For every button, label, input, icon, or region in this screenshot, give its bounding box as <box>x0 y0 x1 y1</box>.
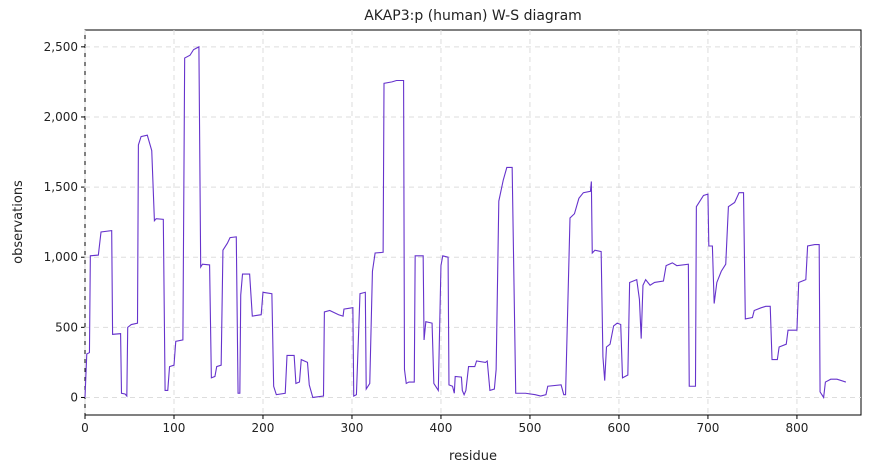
y-tick-label: 1,500 <box>44 180 78 194</box>
x-tick-label: 600 <box>607 421 630 435</box>
x-tick-label: 800 <box>785 421 808 435</box>
y-tick-label: 1,000 <box>44 250 78 264</box>
x-tick-label: 400 <box>430 421 453 435</box>
y-tick-label: 500 <box>55 320 78 334</box>
y-tick-label: 0 <box>70 390 78 404</box>
x-tick-label: 0 <box>81 421 89 435</box>
y-tick-label: 2,500 <box>44 40 78 54</box>
x-tick-label: 100 <box>163 421 186 435</box>
x-tick-label: 200 <box>252 421 275 435</box>
plot-frame <box>84 29 862 416</box>
y-axis-label: observations <box>11 180 26 264</box>
x-tick-label: 500 <box>519 421 542 435</box>
x-axis-label: residue <box>449 449 497 464</box>
chart-title: AKAP3:p (human) W-S diagram <box>364 8 582 24</box>
x-tick-label: 700 <box>696 421 719 435</box>
data-line <box>84 45 847 400</box>
y-tick-label: 2,000 <box>44 110 78 124</box>
x-tick-label: 300 <box>341 421 364 435</box>
